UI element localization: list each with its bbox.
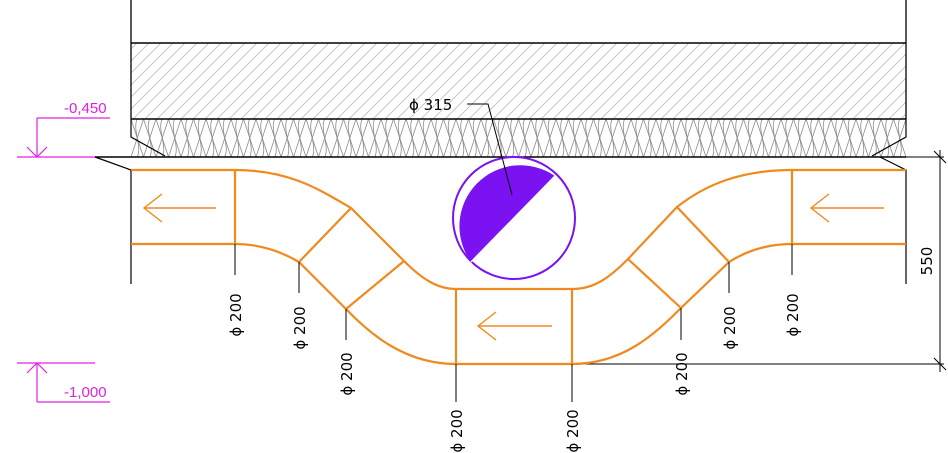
pipe-leader <box>467 103 513 196</box>
duct-label: ϕ 200 <box>564 409 582 452</box>
arrow-left-icon <box>476 311 552 341</box>
arrow-left-icon <box>142 193 216 223</box>
dimension-label: 550 <box>918 247 936 276</box>
insulation-layer <box>95 118 907 158</box>
duct-label-leaders <box>234 244 793 402</box>
pipe-label: ϕ 315 <box>409 96 452 114</box>
level-upper-label: -0,450 <box>64 100 107 117</box>
concrete-slab <box>130 0 907 119</box>
height-dimension <box>572 150 947 372</box>
duct-label: ϕ 200 <box>448 409 466 452</box>
level-marker-icon <box>17 117 110 158</box>
duct-label: ϕ 200 <box>721 306 739 349</box>
duct-label: ϕ 200 <box>338 352 356 395</box>
duct-label: ϕ 200 <box>227 293 245 336</box>
level-lower-label: -1,000 <box>64 384 107 401</box>
duct-label: ϕ 200 <box>291 306 309 349</box>
pipe-section <box>452 156 576 280</box>
arrow-left-icon <box>809 193 884 223</box>
level-marker-icon <box>17 362 110 403</box>
duct-label: ϕ 200 <box>673 352 691 395</box>
duct-label: ϕ 200 <box>784 293 802 336</box>
